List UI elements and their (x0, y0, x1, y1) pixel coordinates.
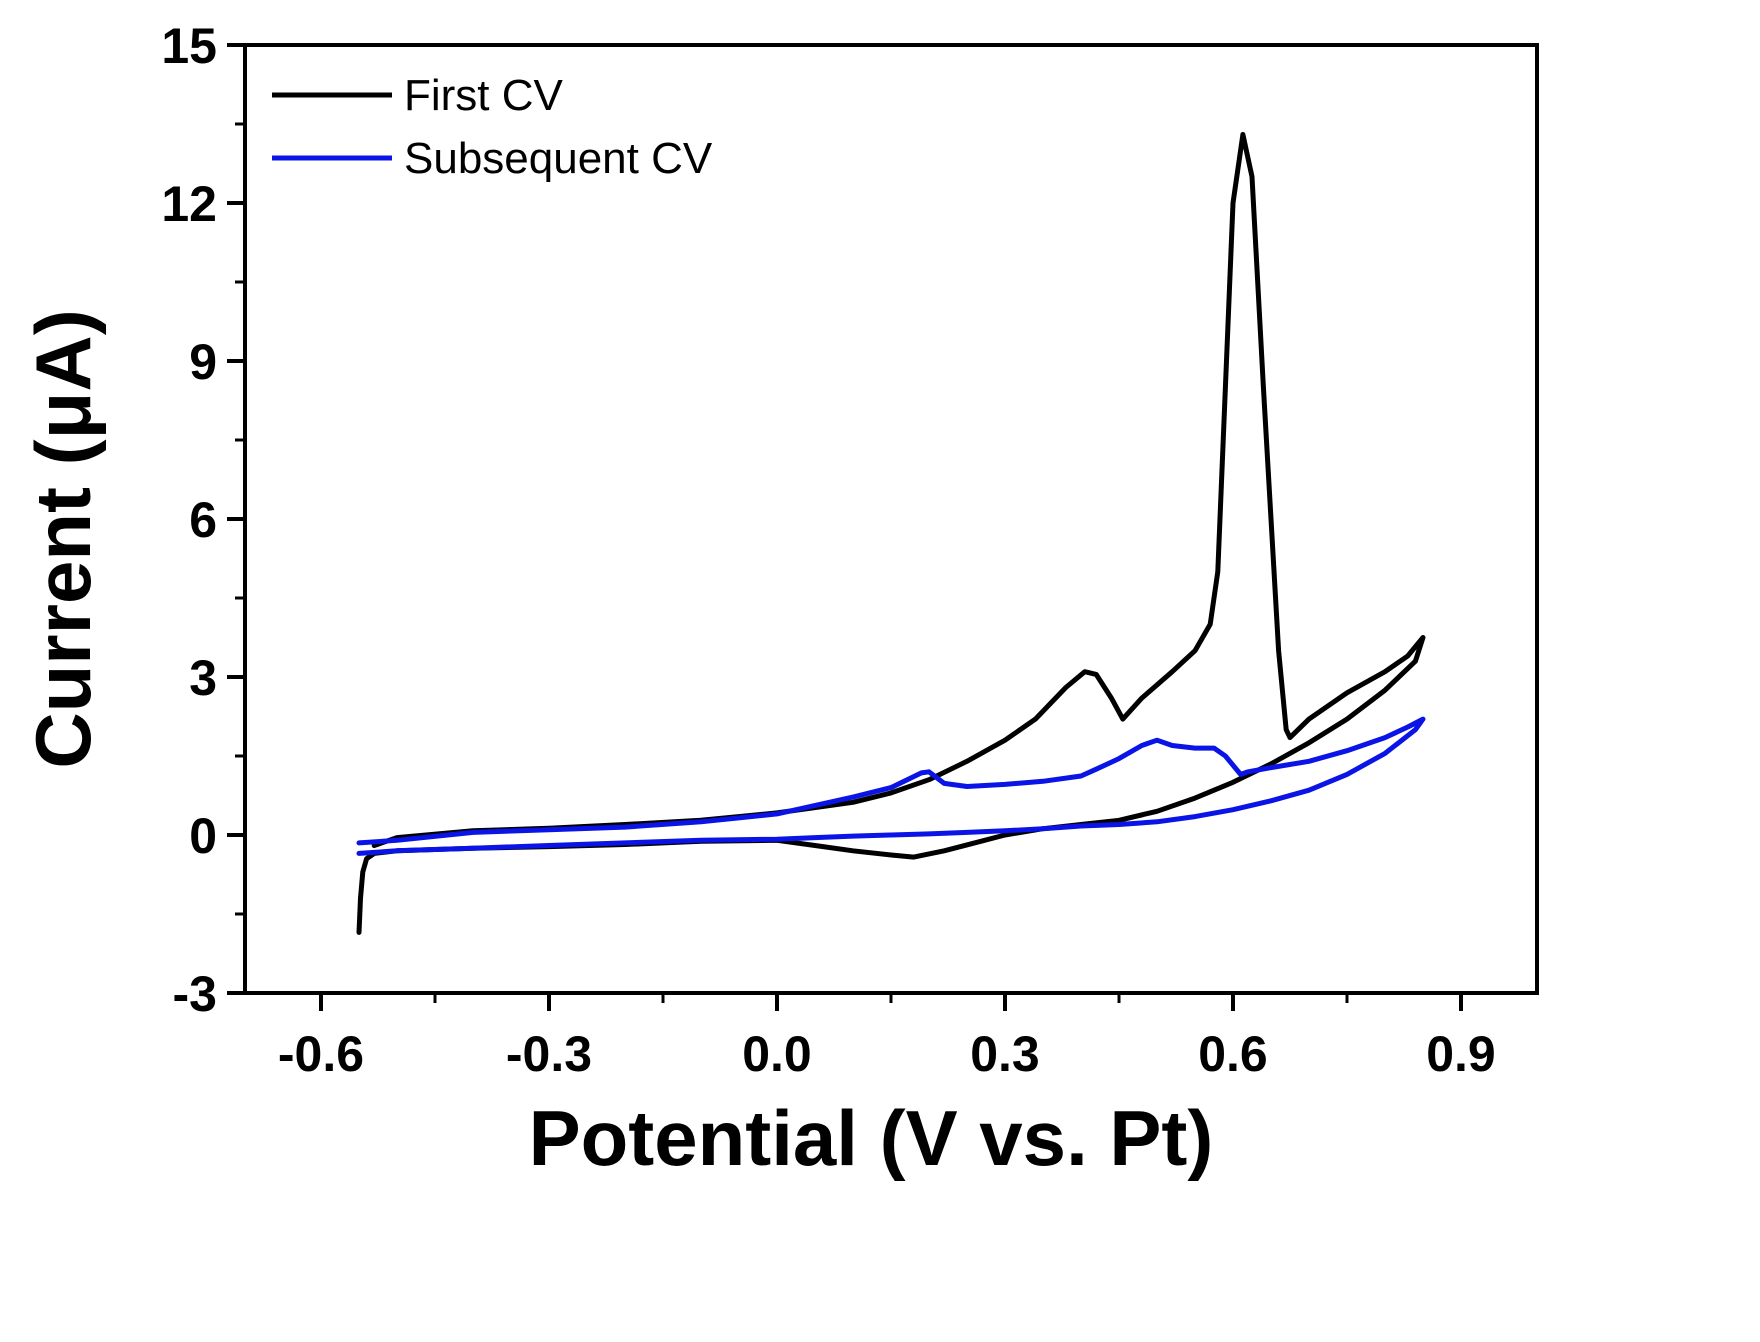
y-tick-label: 15 (161, 18, 217, 74)
legend-label-subsequent-cv: Subsequent CV (404, 134, 713, 183)
x-tick-label: 0.3 (970, 1026, 1040, 1082)
y-tick-label: 6 (189, 492, 217, 548)
tick-labels-layer: -0.6 -0.3 0.0 0.3 0.6 0.9 -3 0 3 6 9 12 15 (161, 18, 1495, 1082)
legend-label-first-cv: First CV (404, 71, 564, 120)
ticks-layer (227, 43, 1463, 1011)
curves-layer (356, 132, 1426, 935)
x-tick-label: 0.9 (1426, 1026, 1496, 1082)
y-tick-label: -3 (173, 966, 217, 1022)
y-tick-label: 12 (161, 176, 217, 232)
x-tick-label: 0.0 (742, 1026, 812, 1082)
x-tick-label: -0.3 (506, 1026, 592, 1082)
y-tick-label: 0 (189, 808, 217, 864)
legend: First CV Subsequent CV (272, 71, 713, 183)
x-axis-title: Potential (V vs. Pt) (529, 1094, 1214, 1182)
series-line-first-cv (356, 132, 1426, 935)
y-axis-title: Current (μA) (19, 309, 107, 768)
x-tick-label: 0.6 (1198, 1026, 1268, 1082)
y-tick-label: 3 (189, 650, 217, 706)
series-line-subsequent-cv (356, 716, 1426, 856)
x-tick-label: -0.6 (278, 1026, 364, 1082)
y-tick-label: 9 (189, 334, 217, 390)
